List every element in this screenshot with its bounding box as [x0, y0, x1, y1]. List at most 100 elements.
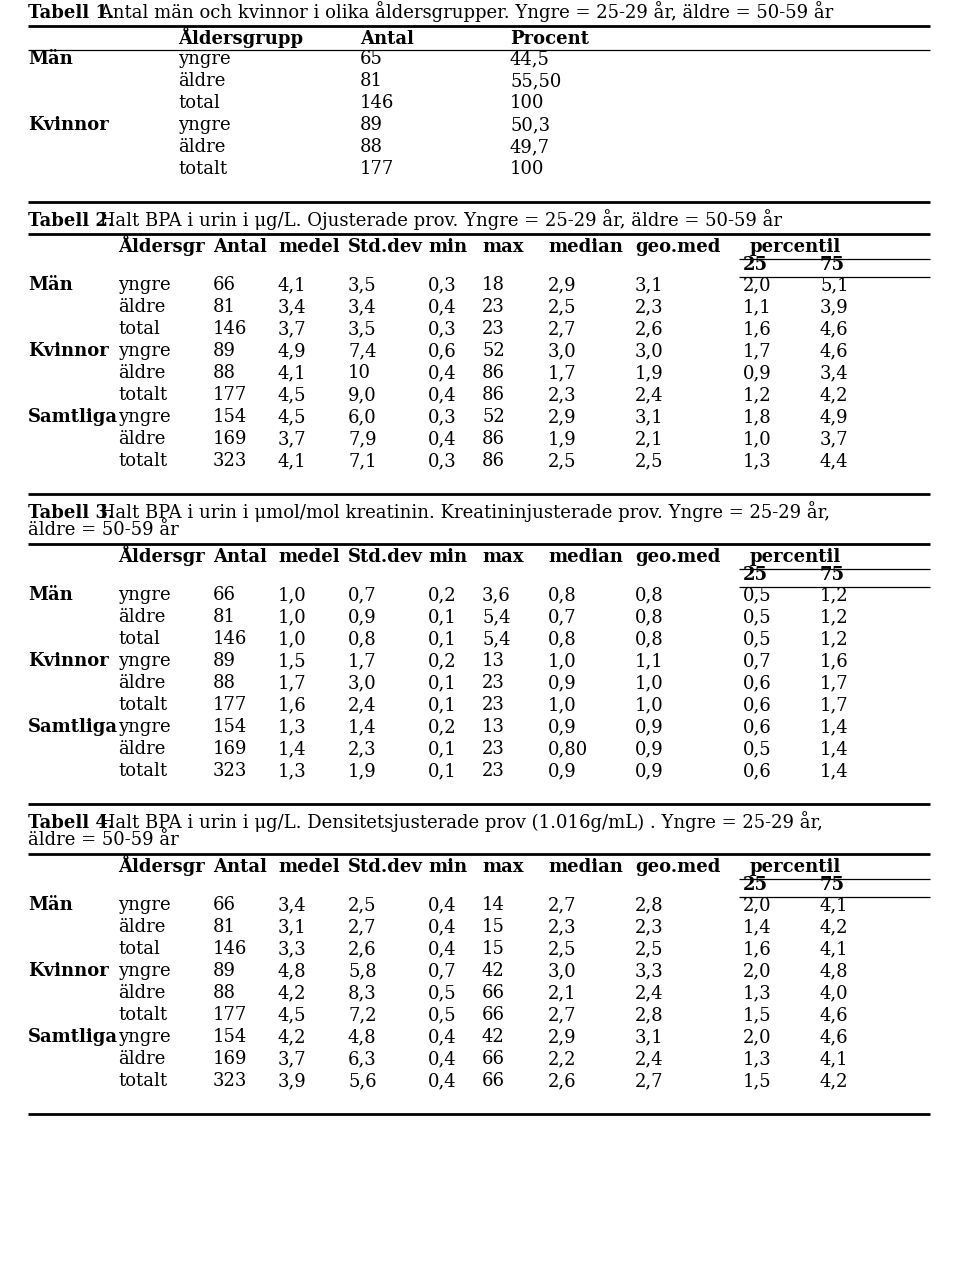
- Text: 1,7: 1,7: [278, 674, 306, 692]
- Text: 0,3: 0,3: [428, 452, 457, 470]
- Text: 4,2: 4,2: [278, 984, 306, 1002]
- Text: 4,5: 4,5: [278, 386, 306, 404]
- Text: max: max: [482, 548, 523, 566]
- Text: 3,0: 3,0: [548, 343, 577, 361]
- Text: 66: 66: [482, 1006, 505, 1024]
- Text: 88: 88: [213, 674, 236, 692]
- Text: 3,5: 3,5: [348, 276, 376, 294]
- Text: 2,7: 2,7: [348, 919, 376, 937]
- Text: 0,7: 0,7: [428, 962, 457, 980]
- Text: 0,4: 0,4: [428, 298, 457, 316]
- Text: 75: 75: [820, 566, 845, 584]
- Text: 0,8: 0,8: [635, 586, 663, 604]
- Text: yngre: yngre: [118, 962, 171, 980]
- Text: Åldersgr: Åldersgr: [118, 235, 204, 257]
- Text: 0,6: 0,6: [743, 674, 772, 692]
- Text: 7,9: 7,9: [348, 430, 376, 448]
- Text: 3,4: 3,4: [820, 364, 849, 382]
- Text: 3,7: 3,7: [820, 430, 849, 448]
- Text: 89: 89: [213, 962, 236, 980]
- Text: äldre: äldre: [118, 364, 165, 382]
- Text: Std.dev: Std.dev: [348, 239, 422, 257]
- Text: 0,2: 0,2: [428, 586, 457, 604]
- Text: geo.med: geo.med: [635, 239, 720, 257]
- Text: percentil: percentil: [750, 858, 841, 876]
- Text: Antal: Antal: [213, 858, 267, 876]
- Text: 2,7: 2,7: [635, 1073, 663, 1091]
- Text: 1,0: 1,0: [278, 608, 307, 626]
- Text: äldre: äldre: [118, 919, 165, 937]
- Text: 1,4: 1,4: [743, 919, 772, 937]
- Text: 0,1: 0,1: [428, 762, 457, 780]
- Text: 23: 23: [482, 762, 505, 780]
- Text: 0,5: 0,5: [428, 1006, 457, 1024]
- Text: yngre: yngre: [118, 896, 171, 913]
- Text: 0,8: 0,8: [635, 630, 663, 648]
- Text: max: max: [482, 239, 523, 257]
- Text: Åldersgrupp: Åldersgrupp: [178, 27, 303, 47]
- Text: 1,0: 1,0: [548, 652, 577, 670]
- Text: 2,2: 2,2: [548, 1049, 577, 1067]
- Text: yngre: yngre: [118, 276, 171, 294]
- Text: 1,0: 1,0: [743, 430, 772, 448]
- Text: 4,1: 4,1: [820, 896, 849, 913]
- Text: 4,8: 4,8: [278, 962, 306, 980]
- Text: 0,1: 0,1: [428, 740, 457, 758]
- Text: 25: 25: [743, 566, 768, 584]
- Text: 2,7: 2,7: [548, 319, 577, 337]
- Text: 52: 52: [482, 343, 505, 361]
- Text: 2,5: 2,5: [548, 298, 577, 316]
- Text: Samtliga: Samtliga: [28, 408, 118, 426]
- Text: 2,5: 2,5: [635, 940, 663, 958]
- Text: 169: 169: [213, 430, 248, 448]
- Text: yngre: yngre: [118, 586, 171, 604]
- Text: 2,1: 2,1: [548, 984, 577, 1002]
- Text: 0,1: 0,1: [428, 630, 457, 648]
- Text: äldre: äldre: [118, 608, 165, 626]
- Text: 6,0: 6,0: [348, 408, 376, 426]
- Text: 2,5: 2,5: [348, 896, 376, 913]
- Text: 14: 14: [482, 896, 505, 913]
- Text: 177: 177: [213, 386, 248, 404]
- Text: 323: 323: [213, 452, 248, 470]
- Text: 3,4: 3,4: [278, 298, 306, 316]
- Text: 1,6: 1,6: [743, 319, 772, 337]
- Text: 1,2: 1,2: [820, 630, 849, 648]
- Text: 0,7: 0,7: [348, 586, 376, 604]
- Text: 0,9: 0,9: [548, 718, 577, 736]
- Text: 2,8: 2,8: [635, 896, 663, 913]
- Text: 3,6: 3,6: [482, 586, 511, 604]
- Text: 15: 15: [482, 940, 505, 958]
- Text: 81: 81: [213, 919, 236, 937]
- Text: 0,80: 0,80: [548, 740, 588, 758]
- Text: Kvinnor: Kvinnor: [28, 115, 108, 133]
- Text: 1,9: 1,9: [548, 430, 577, 448]
- Text: 0,6: 0,6: [743, 762, 772, 780]
- Text: 66: 66: [482, 1049, 505, 1067]
- Text: 2,6: 2,6: [348, 940, 376, 958]
- Text: 2,4: 2,4: [635, 1049, 663, 1067]
- Text: 10: 10: [348, 364, 371, 382]
- Text: 1,4: 1,4: [820, 718, 849, 736]
- Text: 2,0: 2,0: [743, 276, 772, 294]
- Text: Halt BPA i urin i μg/L. Ojusterade prov. Yngre = 25-29 år, äldre = 50-59 år: Halt BPA i urin i μg/L. Ojusterade prov.…: [94, 209, 781, 230]
- Text: 7,2: 7,2: [348, 1006, 376, 1024]
- Text: Procent: Procent: [510, 30, 589, 47]
- Text: 0,8: 0,8: [348, 630, 376, 648]
- Text: 75: 75: [820, 257, 845, 275]
- Text: yngre: yngre: [118, 718, 171, 736]
- Text: äldre = 50-59 år: äldre = 50-59 år: [28, 521, 179, 539]
- Text: 23: 23: [482, 695, 505, 715]
- Text: 1,4: 1,4: [820, 740, 849, 758]
- Text: 2,0: 2,0: [743, 896, 772, 913]
- Text: 1,6: 1,6: [820, 652, 849, 670]
- Text: äldre: äldre: [118, 430, 165, 448]
- Text: 2,5: 2,5: [548, 940, 577, 958]
- Text: 5,1: 5,1: [820, 276, 849, 294]
- Text: 4,6: 4,6: [820, 319, 849, 337]
- Text: 86: 86: [482, 386, 505, 404]
- Text: 0,1: 0,1: [428, 674, 457, 692]
- Text: Tabell 3.: Tabell 3.: [28, 504, 114, 522]
- Text: 81: 81: [360, 72, 383, 90]
- Text: Åldersgr: Åldersgr: [118, 545, 204, 566]
